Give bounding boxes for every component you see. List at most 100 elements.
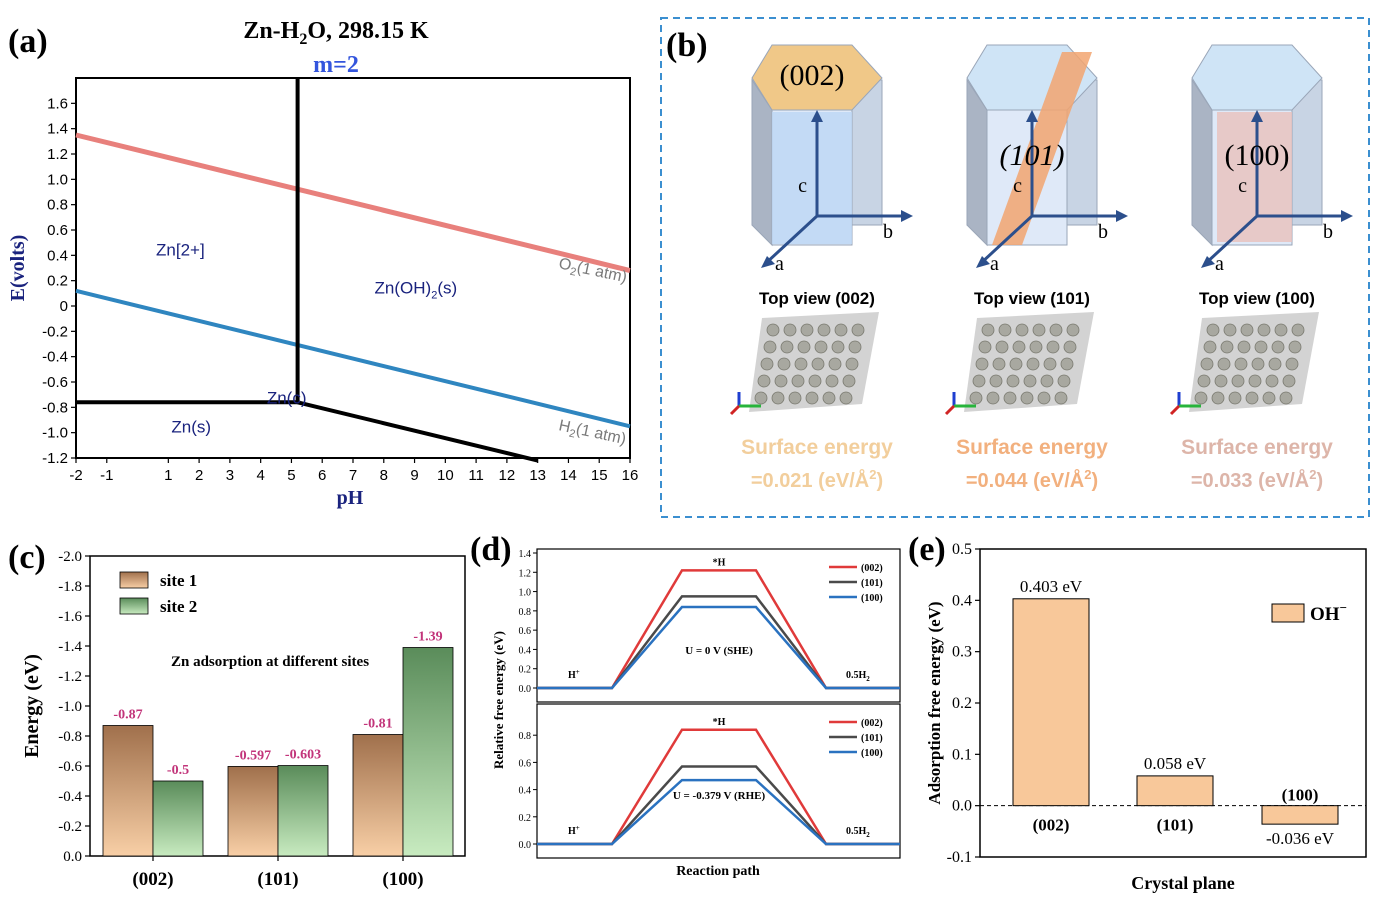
atom (1279, 391, 1293, 405)
panel-label-d: (d) (470, 531, 512, 568)
a-axis-arrow (761, 256, 775, 268)
chart-a-subtitle: m=2 (313, 52, 359, 78)
x-tick-label: 2 (195, 467, 203, 484)
atom (794, 357, 808, 371)
surface-energy-value: =0.044 (eV/Å2) (966, 467, 1098, 492)
region-label-zn-s: Zn(s) (171, 418, 211, 437)
atom (1211, 391, 1225, 405)
x-tick-label: 3 (226, 467, 234, 484)
surface-energy-value: =0.033 (eV/Å2) (1191, 467, 1323, 492)
chart-a-ylabel: E(volts) (7, 235, 29, 302)
state-label-half-h2-sub: 2 (866, 831, 870, 839)
y-tick-label: -0.2 (42, 323, 68, 340)
atom (972, 374, 986, 388)
y-tick-label: 0.0 (952, 798, 972, 815)
atom (1248, 374, 1262, 388)
y-tick-label: -0.4 (42, 349, 68, 366)
atom (851, 323, 865, 337)
y-tick-label: -1.0 (42, 425, 68, 442)
atom (1274, 323, 1288, 337)
surface-energy-value: =0.021 (eV/Å2) (751, 467, 883, 492)
surface-energy-value-main: =0.033 (eV/Å (1191, 468, 1309, 492)
plane-label: (100) (1225, 139, 1290, 172)
c-axis-arrow (1251, 110, 1263, 122)
surface-energy-label: Surface energy (956, 436, 1108, 459)
plane-label: (002) (780, 59, 845, 92)
atom (1268, 357, 1282, 371)
atom (995, 340, 1009, 354)
chart-e-ylabel: Adsorption free energy (eV) (925, 601, 944, 804)
atom (1057, 374, 1071, 388)
y-tick-label: 0.6 (519, 626, 532, 637)
atom (848, 340, 862, 354)
top-view-label: Top view (100) (1199, 289, 1315, 308)
x-tick-label: (100) (382, 869, 423, 890)
atom (1223, 323, 1237, 337)
surface-energy-value-close: ) (1091, 470, 1098, 492)
chart-c-annotation: Zn adsorption at different sites (171, 654, 369, 670)
panel-label-a: (a) (8, 23, 48, 60)
axis-label-a: a (990, 253, 999, 275)
y-tick-label: -1.2 (58, 669, 82, 685)
atom (825, 374, 839, 388)
y-tick-label: 0.1 (952, 746, 972, 763)
prism-side-face (966, 78, 988, 247)
atom (1066, 323, 1080, 337)
surface-energy-value-sup: 2 (869, 467, 876, 482)
y-tick-label: -0.8 (42, 399, 68, 416)
legend-swatch-site1 (119, 571, 149, 589)
atom (1032, 323, 1046, 337)
plane-label: (101) (1000, 139, 1065, 172)
prism-top-face (751, 44, 883, 111)
o2-line (75, 132, 631, 273)
atom (1228, 391, 1242, 405)
bar-value-label: 0.058 eV (1144, 754, 1207, 773)
x-tick-label: 5 (287, 467, 295, 484)
atom (842, 374, 856, 388)
atom (800, 323, 814, 337)
axis-label-b: b (1323, 221, 1333, 243)
legend-label-oh-main: OH (1310, 604, 1340, 625)
atom (1214, 374, 1228, 388)
legend-label-site1: site 1 (160, 571, 197, 590)
bar-site2 (277, 765, 329, 857)
state-label-half-h2: 0.5H2 (846, 826, 870, 839)
bar-site2-value-label: -1.39 (413, 630, 442, 645)
atom (791, 374, 805, 388)
surface-energy-label: Surface energy (741, 436, 893, 459)
condition-annotation: U = 0 V (SHE) (685, 645, 753, 657)
panel-label-e: (e) (908, 531, 946, 568)
x-tick-label: 13 (529, 467, 546, 484)
o2-line-label: O2(1 atm) (557, 255, 629, 289)
state-label-h-plus: H+ (568, 824, 580, 837)
x-tick-label: 15 (591, 467, 608, 484)
y-tick-label: 0.0 (519, 840, 532, 851)
a-axis (1203, 214, 1259, 266)
atom (1217, 357, 1231, 371)
y-tick-label: 0.2 (47, 273, 68, 290)
x-tick-label: 14 (560, 467, 577, 484)
mini-axis-x (944, 404, 956, 416)
bar-site1-value-label: -0.597 (235, 748, 271, 763)
y-tick-label: -1.8 (58, 579, 82, 595)
atom (757, 374, 771, 388)
energy-path-2 (537, 778, 900, 846)
chart-a-xlabel: pH (337, 487, 364, 509)
x-tick-label: 1 (164, 467, 172, 484)
atom (1012, 340, 1026, 354)
y-tick-label: 1.0 (519, 588, 532, 599)
atom (986, 391, 1000, 405)
atom (771, 391, 785, 405)
legend-swatch-oh (1271, 603, 1305, 623)
chart-c-ylabel: Energy (eV) (21, 654, 43, 758)
legend-label: (101) (861, 578, 883, 589)
surface-energy-value-main: =0.021 (eV/Å (751, 468, 869, 492)
category-label: (101) (1157, 816, 1194, 835)
panel-b-dashed-frame (660, 17, 1370, 518)
atom (1291, 323, 1305, 337)
atom (1231, 374, 1245, 388)
c-axis-arrow (811, 110, 823, 122)
pourbaix-plot: -2 -1 1 2 3 4 5 6 7 8 9 10 11 12 13 14 15 16-1.2-1.0-0.8-… (42, 77, 638, 484)
atom (1206, 323, 1220, 337)
state-label-half-h2-main: 0.5H (846, 826, 867, 837)
